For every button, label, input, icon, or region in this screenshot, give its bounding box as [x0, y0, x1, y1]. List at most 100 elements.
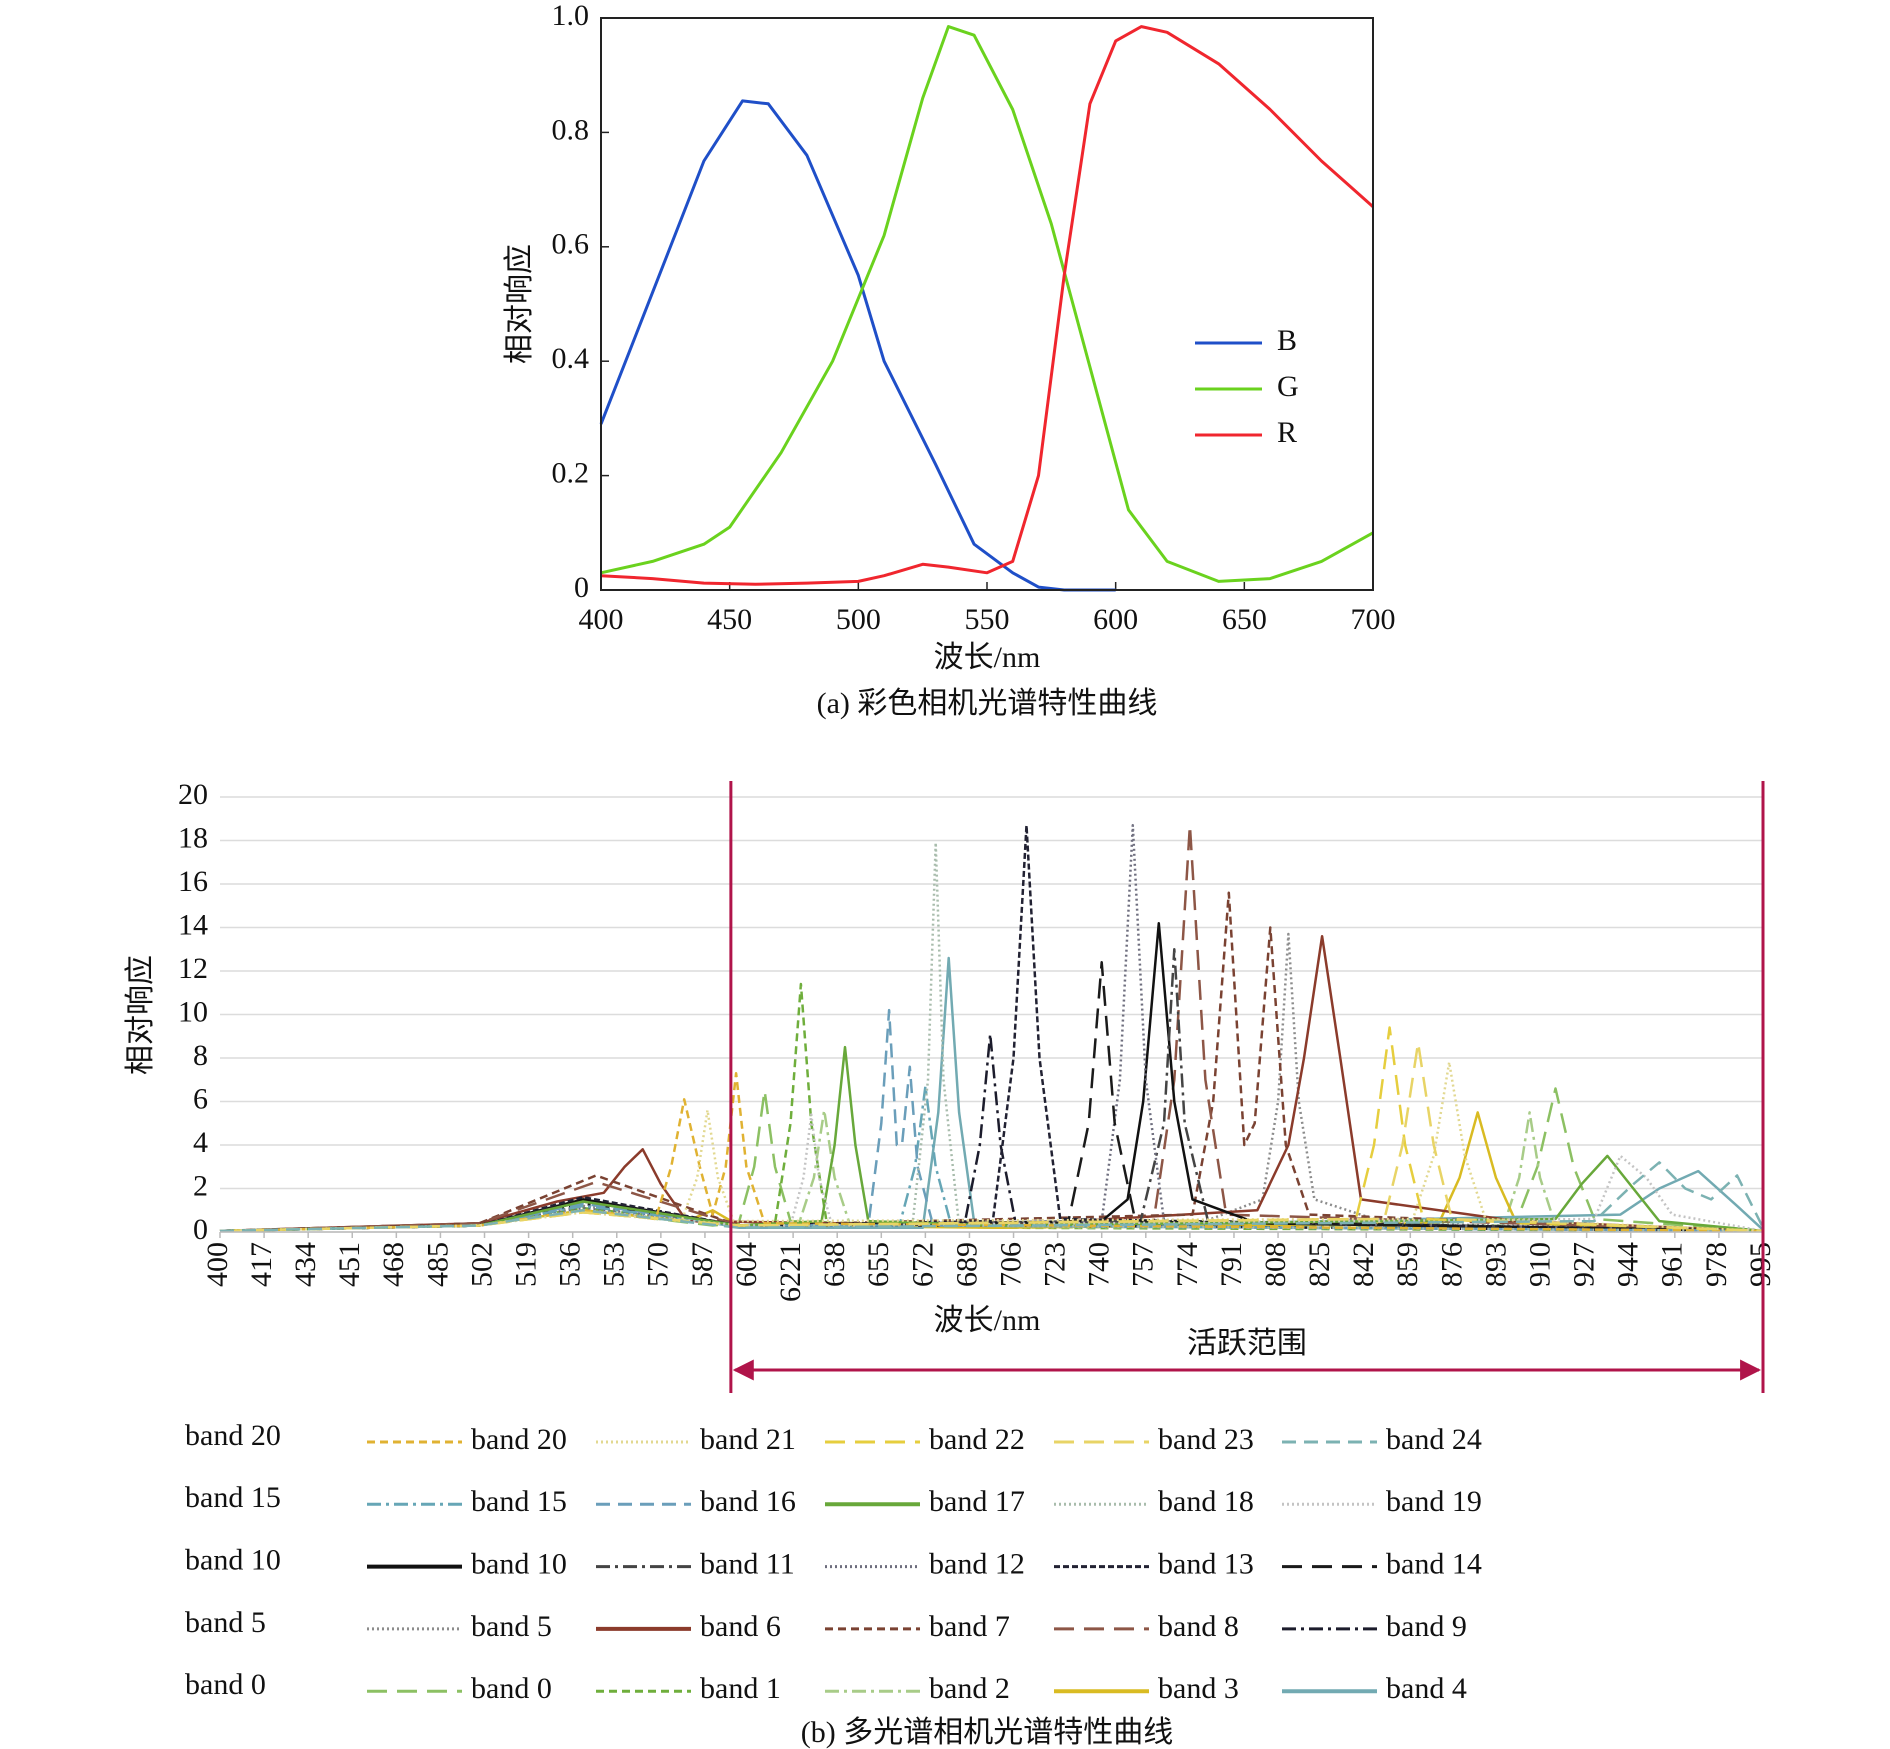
series-line [219, 1032, 1764, 1233]
legend-label: band 4 [1386, 1672, 1467, 1705]
x-axis-label: 波长/nm [934, 1304, 1041, 1337]
legend-label: band 5 [471, 1610, 552, 1643]
x-tick-label: 6221 [774, 1242, 807, 1302]
series-line [599, 99, 1116, 592]
y-tick-label: 16 [178, 865, 208, 898]
y-tick-label: 0.4 [552, 342, 590, 375]
x-tick-label: 706 [994, 1242, 1027, 1287]
x-tick-label: 893 [1479, 1242, 1512, 1287]
series-line [219, 891, 1764, 1233]
series-line [219, 824, 1764, 1233]
y-tick-label: 18 [178, 821, 208, 854]
legend-label: band 3 [1158, 1672, 1239, 1705]
x-tick-label: 570 [642, 1242, 675, 1287]
x-tick-label: 910 [1523, 1242, 1556, 1287]
x-tick-label: 927 [1568, 1242, 1601, 1287]
x-tick-label: 553 [598, 1242, 631, 1287]
legend-label: band 19 [1386, 1485, 1482, 1518]
x-tick-label: 723 [1039, 1242, 1072, 1287]
x-tick-label: 978 [1700, 1242, 1733, 1287]
x-tick-label: 995 [1744, 1242, 1777, 1287]
series-line [219, 1108, 1764, 1233]
x-tick-label: 944 [1612, 1242, 1645, 1287]
x-tick-label: 757 [1127, 1242, 1160, 1287]
y-tick-label: 2 [193, 1169, 208, 1202]
y-tick-label: 4 [193, 1126, 208, 1159]
legend-row-label: band 10 [185, 1543, 281, 1576]
legend-row-label: band 5 [185, 1606, 266, 1639]
legend-label: band 0 [471, 1672, 552, 1705]
x-tick-label: 450 [707, 603, 752, 636]
x-tick-label: 417 [245, 1242, 278, 1287]
x-tick-label: 500 [836, 603, 881, 636]
x-tick-label: 842 [1347, 1242, 1380, 1287]
series-line [219, 932, 1764, 1233]
y-tick-label: 6 [193, 1082, 208, 1115]
x-tick-label: 468 [377, 1242, 410, 1287]
series-line [219, 824, 1764, 1233]
series-line [219, 1085, 1764, 1233]
x-tick-label: 600 [1093, 603, 1138, 636]
series-line [219, 841, 1764, 1233]
range-label: 活跃范围 [1187, 1327, 1307, 1360]
x-tick-label: 536 [554, 1242, 587, 1287]
series-line [219, 956, 1764, 1233]
x-tick-label: 655 [862, 1242, 895, 1287]
y-tick-label: 10 [178, 995, 208, 1028]
y-tick-label: 8 [193, 1039, 208, 1072]
legend-label: band 10 [471, 1547, 567, 1580]
y-tick-label: 14 [178, 908, 208, 941]
legend-row-label: band 0 [185, 1668, 266, 1701]
x-tick-label: 825 [1303, 1242, 1336, 1287]
caption: (b) 多光谱相机光谱特性曲线 [801, 1716, 1173, 1749]
x-tick-label: 550 [965, 603, 1010, 636]
x-tick-label: 700 [1351, 603, 1396, 636]
legend-row-label: band 20 [185, 1419, 281, 1452]
x-tick-label: 434 [289, 1242, 322, 1287]
series-line [219, 1041, 1764, 1233]
series-line [219, 824, 1764, 1233]
series-line [219, 1008, 1764, 1233]
legend-label: band 21 [700, 1423, 796, 1456]
legend-label: band 8 [1158, 1610, 1239, 1643]
series-line [219, 1071, 1764, 1233]
legend-label: band 15 [471, 1485, 567, 1518]
series-line [219, 961, 1764, 1233]
x-tick-label: 859 [1391, 1242, 1424, 1287]
legend-label: band 13 [1158, 1547, 1254, 1580]
x-tick-label: 791 [1215, 1242, 1248, 1287]
x-tick-label: 808 [1259, 1242, 1292, 1287]
x-tick-label: 689 [950, 1242, 983, 1287]
x-axis-label: 波长/nm [934, 641, 1041, 674]
x-tick-label: 400 [579, 603, 624, 636]
series-line [219, 921, 1764, 1233]
plot-frame [600, 17, 1374, 591]
x-tick-label: 451 [333, 1242, 366, 1287]
x-tick-label: 876 [1435, 1242, 1468, 1287]
y-axis-label: 相对响应 [124, 955, 157, 1075]
legend-label: band 11 [700, 1547, 795, 1580]
legend-label: band 6 [700, 1610, 781, 1643]
legend-label: band 1 [700, 1672, 781, 1705]
series-line [600, 25, 1374, 583]
y-tick-label: 12 [178, 952, 208, 985]
series-line [219, 1061, 1764, 1233]
series-line [219, 948, 1764, 1233]
legend-label: band 16 [700, 1485, 796, 1518]
series-line [219, 1087, 1764, 1233]
legend-label: B [1277, 324, 1297, 357]
x-tick-label: 519 [509, 1242, 542, 1287]
legend-label: band 9 [1386, 1610, 1467, 1643]
legend-label: band 7 [929, 1610, 1010, 1643]
caption: (a) 彩色相机光谱特性曲线 [817, 687, 1158, 720]
y-tick-label: 0.8 [552, 113, 590, 146]
series-line [219, 982, 1764, 1233]
legend-label: band 20 [471, 1423, 567, 1456]
x-tick-label: 400 [201, 1242, 234, 1287]
legend-label: band 14 [1386, 1547, 1482, 1580]
legend-label: R [1277, 416, 1297, 449]
legend-row-label: band 15 [185, 1481, 281, 1514]
series-line [219, 934, 1764, 1233]
legend-label: band 18 [1158, 1485, 1254, 1518]
